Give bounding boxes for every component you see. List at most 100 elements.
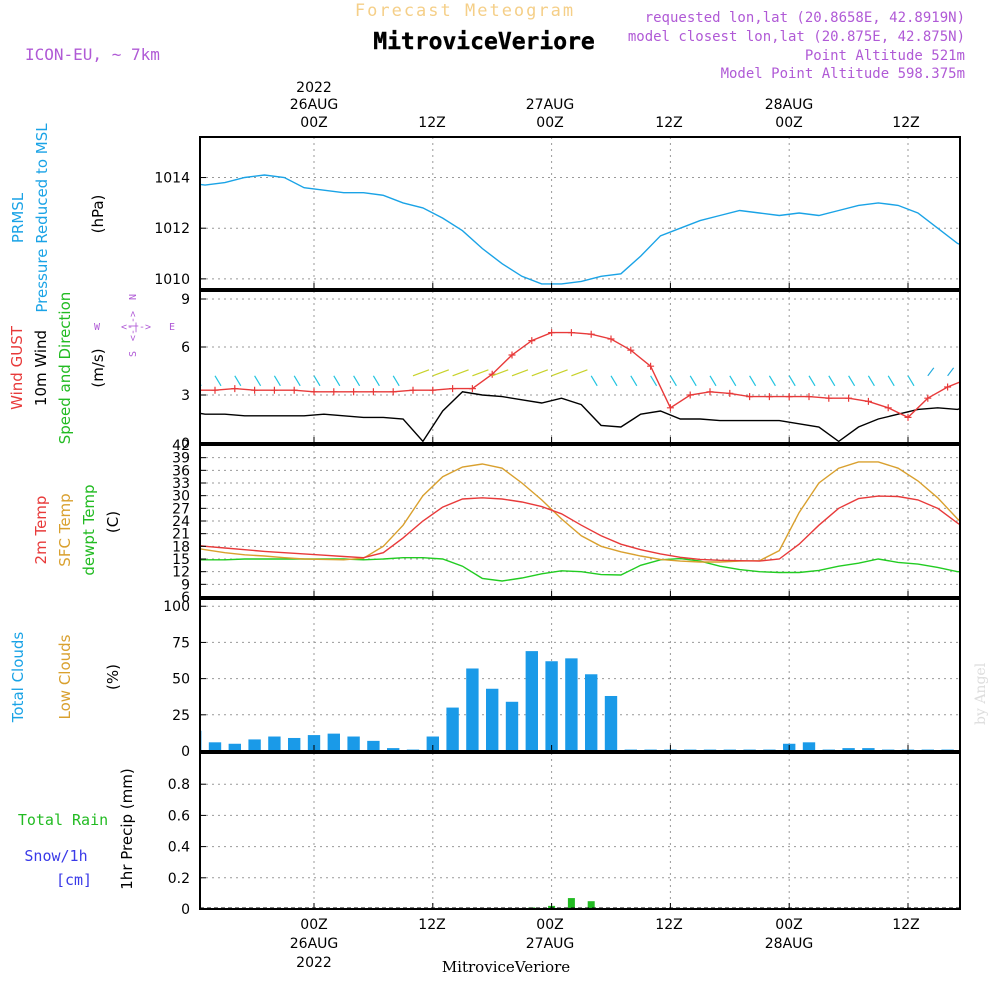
ytick-label: 9 — [181, 292, 190, 308]
sfc-temp-line — [200, 461, 960, 563]
wind-arrow — [709, 375, 717, 387]
bottom-date-3: 28AUG — [765, 936, 814, 952]
total-cloud-bar — [466, 668, 479, 751]
top-date-3: 28AUG — [765, 97, 814, 113]
wind-arrow — [293, 375, 301, 387]
panel-2-plot — [113, 291, 960, 443]
ytick-label: 0.4 — [168, 840, 190, 856]
wind-arrow — [491, 369, 509, 377]
dewpt-line — [200, 557, 960, 582]
credit: by Angel — [973, 662, 989, 725]
p4-label-1: Total Clouds — [9, 632, 27, 724]
gust-marker — [409, 386, 417, 394]
top-date-2: 27AUG — [526, 97, 575, 113]
total-cloud-bar — [90, 734, 102, 751]
bottom-tick-5: 00Z — [775, 917, 802, 933]
compass-ns-arrows: <-|-> — [128, 311, 139, 341]
wind-arrow — [927, 367, 935, 377]
ytick-label: 100 — [163, 599, 190, 615]
compass-east: E — [169, 322, 175, 333]
ytick-label: 15 — [172, 552, 190, 568]
p2-ylabel: (m/s) — [89, 348, 107, 387]
gust-marker — [587, 330, 595, 338]
gust-marker — [528, 337, 536, 345]
total-cloud-bar — [802, 742, 816, 751]
wind-arrow — [472, 369, 489, 377]
ytick-label: 30 — [172, 489, 190, 505]
p2-label-3: Speed and Direction — [56, 292, 74, 445]
ytick-label: 3 — [181, 388, 190, 404]
wind-arrow — [650, 375, 658, 387]
ytick-label: 0.8 — [168, 777, 190, 793]
bottom-tick-1: 00Z — [300, 917, 327, 933]
ytick-label: 1014 — [154, 171, 190, 187]
wind-arrow — [729, 375, 737, 387]
wind-arrow — [156, 376, 162, 386]
gust-marker — [864, 397, 872, 405]
wind-arrow — [254, 375, 262, 387]
p4-label-2: Low Clouds — [56, 634, 74, 719]
gust-marker — [686, 391, 694, 399]
wind-arrow — [234, 375, 242, 387]
gust-marker — [113, 299, 120, 306]
panel-1-plot — [200, 137, 960, 289]
gust-marker — [330, 388, 338, 396]
total-cloud-bar — [604, 695, 618, 751]
total-cloud-bar — [149, 744, 161, 751]
gust-marker — [785, 393, 793, 401]
compass-west: W — [94, 322, 101, 333]
gust-marker — [904, 413, 912, 421]
p2-label-2: 10m Wind — [32, 330, 50, 406]
gust-marker — [350, 388, 358, 396]
ytick-label: 0.2 — [168, 871, 190, 887]
top-tick-4: 12Z — [655, 115, 682, 131]
total-cloud-bar — [565, 658, 578, 751]
total-cloud-bar — [545, 661, 558, 751]
total-cloud-bar — [862, 748, 875, 751]
bottom-tick-3: 00Z — [536, 917, 563, 933]
total-cloud-bar — [585, 674, 598, 751]
wind-arrow — [136, 376, 142, 386]
ytick-label: 1012 — [154, 221, 190, 237]
gust-marker — [884, 404, 892, 412]
p5-ylabel: 1hr Precip (mm) — [118, 768, 136, 889]
panel-3-plot — [200, 445, 960, 597]
bottom-tick-2: 12Z — [418, 917, 445, 933]
top-year: 2022 — [296, 80, 332, 96]
p4-ylabel: (%) — [104, 664, 122, 690]
total-cloud-bar — [288, 737, 301, 751]
wind-arrow — [808, 375, 816, 387]
compass-north: N — [128, 294, 139, 300]
gust-marker — [746, 393, 754, 401]
panel-4-frame — [199, 598, 961, 752]
compass-rose: N <-|-> S W <-|-> E — [94, 294, 175, 357]
ytick-label: 42 — [172, 438, 190, 454]
gust-marker — [488, 370, 496, 378]
wind-arrow — [551, 369, 568, 377]
wind-arrow — [571, 369, 588, 377]
top-date-1: 26AUG — [290, 97, 339, 113]
gust-marker — [726, 389, 734, 397]
total-cloud-bar — [268, 736, 281, 751]
wind-arrow — [353, 375, 361, 387]
ytick-label: 0.6 — [168, 808, 190, 824]
p1-label-1: PRMSL — [9, 192, 27, 243]
gust-marker — [845, 394, 853, 402]
ytick-label: 25 — [172, 708, 190, 724]
gust-marker — [270, 386, 278, 394]
wind-arrow — [313, 375, 321, 387]
wind-arrow — [947, 367, 955, 377]
gust-marker — [508, 351, 516, 359]
gust-marker — [251, 386, 259, 394]
wind-arrow — [392, 375, 400, 387]
gust-marker — [231, 385, 239, 393]
product-title: Forecast Meteogram — [355, 1, 575, 21]
model-altitude: Model Point Altitude 598.375m — [721, 66, 965, 82]
panel-3-frame — [199, 444, 961, 598]
wind-arrow — [848, 375, 856, 387]
gust-marker — [765, 393, 773, 401]
wind10m-line — [200, 391, 960, 443]
gust-marker — [468, 385, 476, 393]
p3-label-2: SFC Temp — [56, 493, 74, 566]
gust-marker — [389, 388, 397, 396]
